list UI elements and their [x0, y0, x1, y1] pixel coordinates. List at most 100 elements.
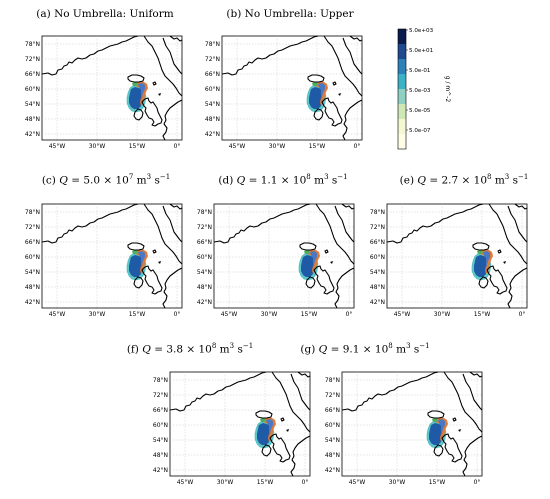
lon-tick-label: 30°W	[89, 311, 106, 318]
map-frame	[341, 371, 483, 477]
lon-tick-label: 30°W	[261, 311, 278, 318]
lat-tick-label: 48°N	[197, 284, 212, 291]
lat-tick-label: 48°N	[25, 284, 40, 291]
iceland-coast	[427, 410, 445, 419]
faroe-coast	[332, 81, 337, 86]
scandinavia-inner-coast	[507, 205, 528, 243]
lat-tick-label: 42°N	[370, 299, 385, 306]
iceland-coast	[127, 74, 145, 83]
colorbar-segment	[398, 119, 406, 135]
caption-f: (f) Q = 3.8 × 108 m3 s−1	[126, 342, 254, 356]
lon-tick-label: 15°W	[257, 479, 274, 486]
lat-tick-label: 54°N	[25, 269, 40, 276]
svalbard-coast	[514, 203, 528, 210]
caption-e: (e) Q = 2.7 × 108 m3 s−1	[399, 173, 529, 187]
plume-source	[432, 418, 438, 422]
greenland-coast	[41, 203, 139, 244]
svalbard-coast	[349, 35, 363, 42]
lat-tick-label: 66°N	[153, 407, 168, 414]
faroe-coast	[280, 417, 285, 422]
europe-coast	[162, 99, 183, 141]
plume-source	[312, 82, 318, 86]
faroe-coast	[324, 249, 329, 254]
scandinavia-inner-coast	[290, 373, 311, 411]
greenland-coast	[221, 35, 319, 76]
lat-tick-label: 54°N	[25, 101, 40, 108]
lat-tick-label: 78°N	[153, 377, 168, 384]
plume-mid	[429, 423, 443, 445]
lon-tick-label: 15°W	[309, 143, 326, 150]
britain-coast	[321, 97, 343, 127]
caption-b: (b) No Umbrella: Upper	[226, 8, 354, 20]
scandinavia-inner-coast	[462, 373, 483, 411]
map-panel-e: 78°N 72°N 66°N 60°N 54°N 48°N 42°N 45°W 30°W 15°W…	[365, 200, 530, 320]
plume-core-inner	[138, 83, 145, 100]
map-panel-c: 78°N 72°N 66°N 60°N 54°N 48°N 42°N 45°W 30°W 15°W…	[20, 200, 185, 320]
map-frame	[213, 203, 355, 309]
lon-tick-label: 45°W	[49, 311, 66, 318]
scandinavia-coast	[488, 203, 528, 265]
plume-core-inner	[483, 251, 490, 268]
lat-tick-label: 78°N	[197, 209, 212, 216]
map-panel-a: 78°N 72°N 66°N 60°N 54°N 48°N 42°N 45°W 30°W 15°W…	[20, 32, 185, 152]
scandinavia-coast	[143, 35, 183, 97]
lat-tick-label: 48°N	[325, 452, 340, 459]
lat-tick-label: 66°N	[205, 71, 220, 78]
lat-tick-label: 54°N	[197, 269, 212, 276]
map-content	[341, 371, 483, 477]
lon-tick-label: 30°W	[217, 479, 234, 486]
lon-tick-label: 45°W	[177, 479, 194, 486]
svalbard-coast	[297, 371, 311, 378]
iceland-coast	[307, 74, 325, 83]
europe-coast	[334, 267, 355, 309]
svalbard-coast	[169, 203, 183, 210]
plume-mid	[129, 87, 143, 109]
lon-tick-label: 30°W	[389, 479, 406, 486]
map-frame	[41, 203, 183, 309]
lat-tick-label: 60°N	[153, 422, 168, 429]
plume-source	[477, 250, 483, 254]
lat-tick-label: 78°N	[25, 209, 40, 216]
ireland-coast	[133, 108, 144, 121]
lat-tick-label: 42°N	[153, 467, 168, 474]
map-svg: 78°N 72°N 66°N 60°N 54°N 48°N 42°N 45°W 30°W 15°W…	[153, 371, 311, 486]
lon-tick-label: 15°W	[129, 311, 146, 318]
plume-mid	[309, 87, 323, 109]
map-frame	[41, 35, 183, 141]
plume-core-inner	[266, 419, 273, 436]
lat-tick-label: 78°N	[25, 41, 40, 48]
plume-mid	[129, 255, 143, 277]
lon-tick-label: 45°W	[49, 143, 66, 150]
map-content	[221, 35, 363, 141]
lat-tick-label: 60°N	[197, 254, 212, 261]
lat-tick-label: 54°N	[370, 269, 385, 276]
lon-tick-label: 0°	[302, 479, 309, 486]
britain-coast	[486, 265, 508, 295]
lat-tick-label: 42°N	[25, 131, 40, 138]
svalbard-coast	[169, 35, 183, 42]
lon-tick-label: 0°	[354, 143, 361, 150]
plume-mid	[257, 423, 271, 445]
scandinavia-inner-coast	[334, 205, 355, 243]
faroe-coast	[497, 249, 502, 254]
colorbar-segment	[398, 74, 406, 90]
map-svg: 78°N 72°N 66°N 60°N 54°N 48°N 42°N 45°W 30°W 15°W…	[197, 203, 355, 318]
lon-tick-label: 30°W	[89, 143, 106, 150]
lat-tick-label: 54°N	[205, 101, 220, 108]
greenland-coast	[41, 35, 139, 76]
greenland-coast	[169, 371, 267, 412]
lat-tick-label: 42°N	[197, 299, 212, 306]
plume-source	[304, 250, 310, 254]
iceland-coast	[255, 410, 273, 419]
greenland-coast	[341, 371, 439, 412]
map-content	[386, 203, 528, 309]
plume-source	[132, 82, 138, 86]
map-panel-f: 78°N 72°N 66°N 60°N 54°N 48°N 42°N 45°W 30°W 15°W…	[148, 368, 313, 488]
colorbar-segment	[398, 104, 406, 120]
colorbar-tick-label: 5.0e-07	[409, 128, 431, 134]
europe-coast	[290, 435, 311, 477]
iceland-coast	[127, 242, 145, 251]
greenland-coast	[213, 203, 311, 244]
ireland-coast	[433, 444, 444, 457]
lon-tick-label: 0°	[519, 311, 526, 318]
